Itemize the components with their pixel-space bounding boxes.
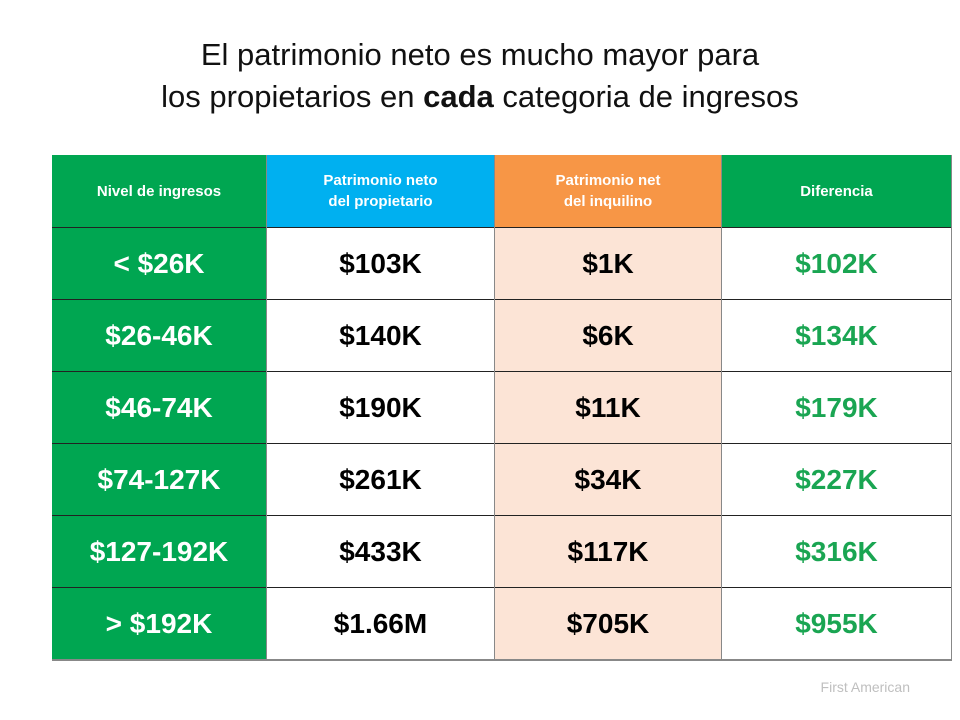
title-line-2-post: categoria de ingresos — [493, 79, 799, 114]
renter-value-cell: $34K — [494, 443, 722, 516]
table-row: $127-192K $433K $117K $316K — [52, 515, 952, 588]
difference-cell: $955K — [721, 587, 952, 661]
header-renter-net-worth: Patrimonio net del inquilino — [494, 155, 722, 228]
income-level-cell: < $26K — [52, 227, 267, 300]
title-line-2-pre: los propietarios en — [161, 79, 424, 114]
renter-value-cell: $11K — [494, 371, 722, 444]
header-owner-net-worth: Patrimonio neto del propietario — [266, 155, 495, 228]
income-level-cell: $26-46K — [52, 299, 267, 372]
table-row: < $26K $103K $1K $102K — [52, 227, 952, 300]
difference-cell: $102K — [721, 227, 952, 300]
source-credit: First American — [820, 679, 910, 695]
table-row: > $192K $1.66M $705K $955K — [52, 587, 952, 661]
owner-value-cell: $190K — [266, 371, 495, 444]
income-level-cell: $74-127K — [52, 443, 267, 516]
renter-value-cell: $117K — [494, 515, 722, 588]
owner-value-cell: $103K — [266, 227, 495, 300]
difference-cell: $134K — [721, 299, 952, 372]
income-level-cell: $127-192K — [52, 515, 267, 588]
title-line-1: El patrimonio neto es mucho mayor para — [200, 37, 760, 72]
difference-cell: $316K — [721, 515, 952, 588]
header-row: Nivel de ingresos Patrimonio neto del pro… — [52, 155, 952, 228]
table-row: $46-74K $190K $11K $179K — [52, 371, 952, 444]
header-income-level: Nivel de ingresos — [52, 155, 267, 228]
owner-value-cell: $433K — [266, 515, 495, 588]
table-row: $26-46K $140K $6K $134K — [52, 299, 952, 372]
header-difference: Diferencia — [721, 155, 952, 228]
title-line-2: los propietarios en cada categoria de in… — [0, 76, 960, 118]
net-worth-table: Nivel de ingresos Patrimonio neto del pro… — [52, 155, 952, 661]
income-level-cell: $46-74K — [52, 371, 267, 444]
owner-value-cell: $1.66M — [266, 587, 495, 661]
difference-cell: $227K — [721, 443, 952, 516]
renter-value-cell: $6K — [494, 299, 722, 372]
table-row: $74-127K $261K $34K $227K — [52, 443, 952, 516]
title-emphasis: cada — [423, 79, 494, 114]
renter-value-cell: $705K — [494, 587, 722, 661]
income-level-cell: > $192K — [52, 587, 267, 661]
owner-value-cell: $140K — [266, 299, 495, 372]
slide-title: El patrimonio neto es mucho mayor para l… — [0, 34, 960, 118]
difference-cell: $179K — [721, 371, 952, 444]
renter-value-cell: $1K — [494, 227, 722, 300]
owner-value-cell: $261K — [266, 443, 495, 516]
